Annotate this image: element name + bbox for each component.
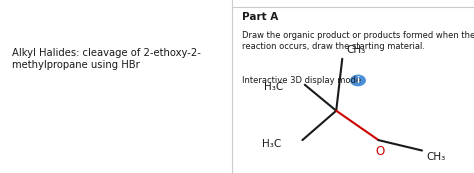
Text: Interactive 3D display mode: Interactive 3D display mode [242,76,361,85]
Text: CH₃: CH₃ [427,152,446,162]
Text: Draw the organic product or products formed when the structure shown below is he: Draw the organic product or products for… [242,31,474,51]
Text: Part A: Part A [242,12,278,22]
Circle shape [351,75,365,86]
Text: CH₃: CH₃ [346,45,365,55]
Text: Alkyl Halides: cleavage of 2-ethoxy-2-
methylpropane using HBr: Alkyl Halides: cleavage of 2-ethoxy-2- m… [11,48,201,70]
Text: H₃C: H₃C [264,81,283,92]
Text: O: O [375,145,384,158]
Text: H₃C: H₃C [263,139,282,149]
Text: i: i [356,76,359,85]
